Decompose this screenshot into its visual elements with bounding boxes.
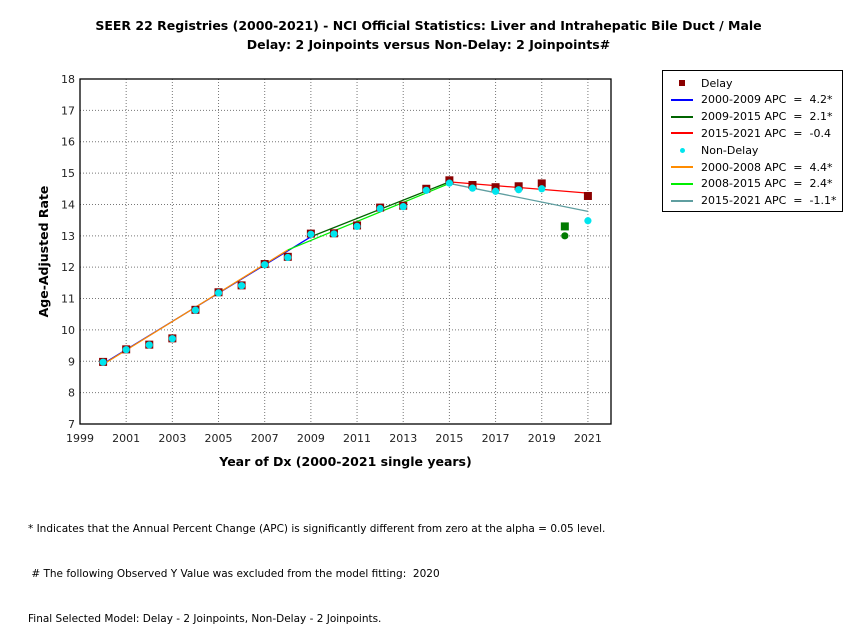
x-axis-title: Year of Dx (2000-2021 single years) bbox=[218, 454, 471, 469]
non-delay-point bbox=[399, 203, 407, 211]
x-tick-label: 2019 bbox=[528, 432, 556, 445]
legend-line-swatch bbox=[663, 98, 701, 101]
non-delay-point bbox=[422, 186, 430, 194]
legend-label: 2015-2021 APC = -1.1* bbox=[701, 194, 837, 208]
legend-swatch-glyph bbox=[679, 147, 685, 153]
non-delay-point bbox=[491, 187, 500, 195]
legend-swatch-glyph bbox=[671, 182, 693, 185]
y-tick-label: 12 bbox=[61, 261, 75, 274]
legend-item: Non-Delay bbox=[663, 141, 758, 159]
y-tick-label: 7 bbox=[68, 418, 75, 431]
x-tick-label: 2009 bbox=[297, 432, 325, 445]
y-tick-label: 15 bbox=[61, 167, 75, 180]
plot-area-frame bbox=[79, 78, 612, 425]
non-delay-point bbox=[284, 253, 292, 262]
non-delay-point-excluded bbox=[561, 232, 569, 240]
legend-line-swatch bbox=[663, 132, 701, 135]
legend-square-marker-icon bbox=[663, 80, 701, 86]
legend-item: 2000-2009 APC = 4.2* bbox=[663, 91, 833, 109]
legend-line-swatch bbox=[663, 182, 701, 185]
legend-swatch-glyph bbox=[671, 132, 693, 135]
x-tick-label: 2017 bbox=[482, 432, 510, 445]
legend-label: 2008-2015 APC = 2.4* bbox=[701, 177, 833, 191]
non-delay-point bbox=[307, 230, 315, 238]
non-delay-point bbox=[376, 204, 384, 213]
x-tick-label: 2003 bbox=[158, 432, 186, 445]
x-axis-ticks: 1999 2001 2003 2005 2007 2009 2011 2013 2015 2017… bbox=[66, 432, 602, 445]
y-tick-label: 8 bbox=[68, 387, 75, 400]
y-axis-ticks: 7 8 9 10 11 12 13 14 15 16 17 18 bbox=[61, 73, 75, 431]
y-tick-label: 14 bbox=[61, 198, 75, 211]
legend-label: 2000-2009 APC = 4.2* bbox=[701, 93, 833, 107]
non-delay-point bbox=[445, 179, 453, 187]
x-tick-label: 2015 bbox=[435, 432, 463, 445]
footnote-significance: * Indicates that the Annual Percent Chan… bbox=[28, 523, 606, 535]
non-delay-point bbox=[238, 282, 246, 290]
legend-label: Delay bbox=[701, 76, 733, 90]
gridlines bbox=[80, 79, 611, 424]
non-delay-point bbox=[99, 358, 107, 366]
chart-title-line-1: SEER 22 Registries (2000-2021) - NCI Off… bbox=[95, 18, 762, 33]
x-tick-label: 2005 bbox=[205, 432, 233, 445]
legend-circle-marker-icon bbox=[663, 147, 701, 153]
y-tick-label: 17 bbox=[61, 104, 75, 117]
x-tick-label: 2011 bbox=[343, 432, 371, 445]
legend-swatch-glyph bbox=[671, 115, 693, 118]
legend-swatch-glyph bbox=[671, 98, 693, 101]
non-delay-point bbox=[261, 261, 269, 269]
legend-item: 2000-2008 APC = 4.4* bbox=[663, 158, 833, 176]
x-tick-label: 2001 bbox=[112, 432, 140, 445]
legend-label: Non-Delay bbox=[701, 143, 759, 157]
legend-swatch-glyph bbox=[671, 166, 693, 168]
y-tick-label: 13 bbox=[61, 230, 75, 243]
non-delay-point bbox=[122, 346, 130, 354]
legend-line-swatch bbox=[663, 115, 701, 118]
y-tick-label: 10 bbox=[61, 324, 75, 337]
chart-canvas: 1999 2001 2003 2005 2007 2009 2011 2013 2015 2017… bbox=[36, 73, 612, 469]
fit-line-non-delay-2008-2015 bbox=[287, 182, 450, 251]
non-delay-point bbox=[191, 306, 200, 314]
non-delay-point bbox=[515, 186, 523, 194]
non-delay-point bbox=[468, 184, 477, 192]
non-delay-point bbox=[353, 222, 361, 231]
non-delay-point bbox=[538, 185, 546, 193]
data-points bbox=[99, 176, 592, 366]
y-tick-label: 16 bbox=[61, 136, 75, 149]
delay-point bbox=[583, 191, 592, 200]
x-tick-label: 2021 bbox=[574, 432, 602, 445]
legend-line-swatch bbox=[663, 166, 701, 168]
y-tick-label: 18 bbox=[61, 73, 75, 86]
legend-item: 2009-2015 APC = 2.1* bbox=[663, 108, 833, 126]
non-delay-point bbox=[214, 289, 223, 297]
footnotes: * Indicates that the Annual Percent Chan… bbox=[28, 492, 605, 642]
delay-point bbox=[537, 179, 546, 188]
legend-item: 2008-2015 APC = 2.4* bbox=[663, 175, 833, 193]
chart-title-line-2: Delay: 2 Joinpoints versus Non-Delay: 2 … bbox=[246, 37, 611, 52]
legend-swatch-glyph bbox=[679, 80, 685, 86]
y-tick-label: 9 bbox=[68, 355, 75, 368]
legend-swatch-glyph bbox=[671, 199, 693, 202]
y-axis-title: Age-Adjusted Rate bbox=[36, 186, 51, 318]
delay-point-excluded bbox=[560, 222, 569, 231]
legend-item: Delay bbox=[663, 74, 733, 92]
legend-label: 2015-2021 APC = -0.4 bbox=[701, 126, 831, 140]
x-tick-label: 2013 bbox=[389, 432, 417, 445]
legend: Delay 2000-2009 APC = 4.2* 2009-2015 APC =… bbox=[662, 70, 843, 212]
non-delay-point bbox=[168, 335, 176, 343]
chart-title: SEER 22 Registries (2000-2021) - NCI Off… bbox=[0, 16, 857, 54]
non-delay-point bbox=[330, 230, 338, 238]
x-tick-label: 1999 bbox=[66, 432, 94, 445]
legend-label: 2009-2015 APC = 2.1* bbox=[701, 110, 833, 124]
legend-label: 2000-2008 APC = 4.4* bbox=[701, 160, 833, 174]
footnote-excluded: # The following Observed Y Value was exc… bbox=[28, 568, 440, 580]
non-delay-point bbox=[145, 341, 153, 349]
legend-item: 2015-2021 APC = -1.1* bbox=[663, 192, 836, 210]
x-tick-label: 2007 bbox=[251, 432, 279, 445]
non-delay-point bbox=[584, 217, 592, 225]
y-tick-label: 11 bbox=[61, 293, 75, 306]
delay-point bbox=[491, 183, 500, 192]
footnote-final-model: Final Selected Model: Delay - 2 Joinpoin… bbox=[28, 613, 382, 625]
legend-line-swatch bbox=[663, 199, 701, 202]
legend-item: 2015-2021 APC = -0.4 bbox=[663, 124, 831, 142]
